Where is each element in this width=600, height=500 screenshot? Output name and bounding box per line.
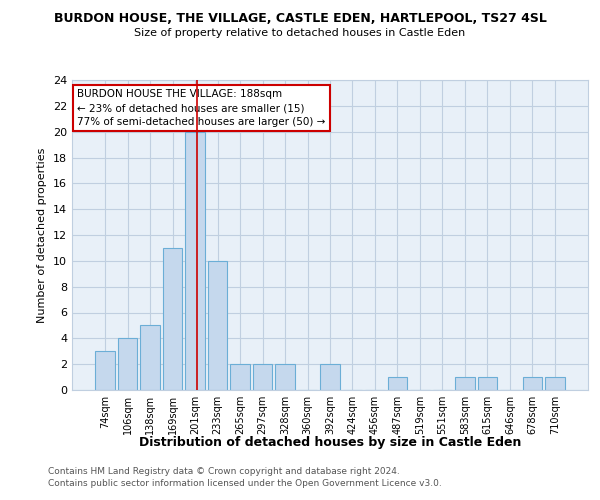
Text: BURDON HOUSE THE VILLAGE: 188sqm
← 23% of detached houses are smaller (15)
77% o: BURDON HOUSE THE VILLAGE: 188sqm ← 23% o… xyxy=(77,90,326,128)
Bar xyxy=(455,377,475,390)
Bar xyxy=(208,261,227,390)
Bar xyxy=(163,248,182,390)
Text: Contains public sector information licensed under the Open Government Licence v3: Contains public sector information licen… xyxy=(48,478,442,488)
Bar xyxy=(185,132,205,390)
Text: Size of property relative to detached houses in Castle Eden: Size of property relative to detached ho… xyxy=(134,28,466,38)
Bar xyxy=(230,364,250,390)
Bar xyxy=(478,377,497,390)
Bar xyxy=(118,338,137,390)
Bar xyxy=(545,377,565,390)
Bar xyxy=(320,364,340,390)
Text: Contains HM Land Registry data © Crown copyright and database right 2024.: Contains HM Land Registry data © Crown c… xyxy=(48,467,400,476)
Bar xyxy=(388,377,407,390)
Bar xyxy=(140,326,160,390)
Bar xyxy=(275,364,295,390)
Text: BURDON HOUSE, THE VILLAGE, CASTLE EDEN, HARTLEPOOL, TS27 4SL: BURDON HOUSE, THE VILLAGE, CASTLE EDEN, … xyxy=(53,12,547,26)
Text: Distribution of detached houses by size in Castle Eden: Distribution of detached houses by size … xyxy=(139,436,521,449)
Bar xyxy=(253,364,272,390)
Bar xyxy=(95,351,115,390)
Y-axis label: Number of detached properties: Number of detached properties xyxy=(37,148,47,322)
Bar xyxy=(523,377,542,390)
